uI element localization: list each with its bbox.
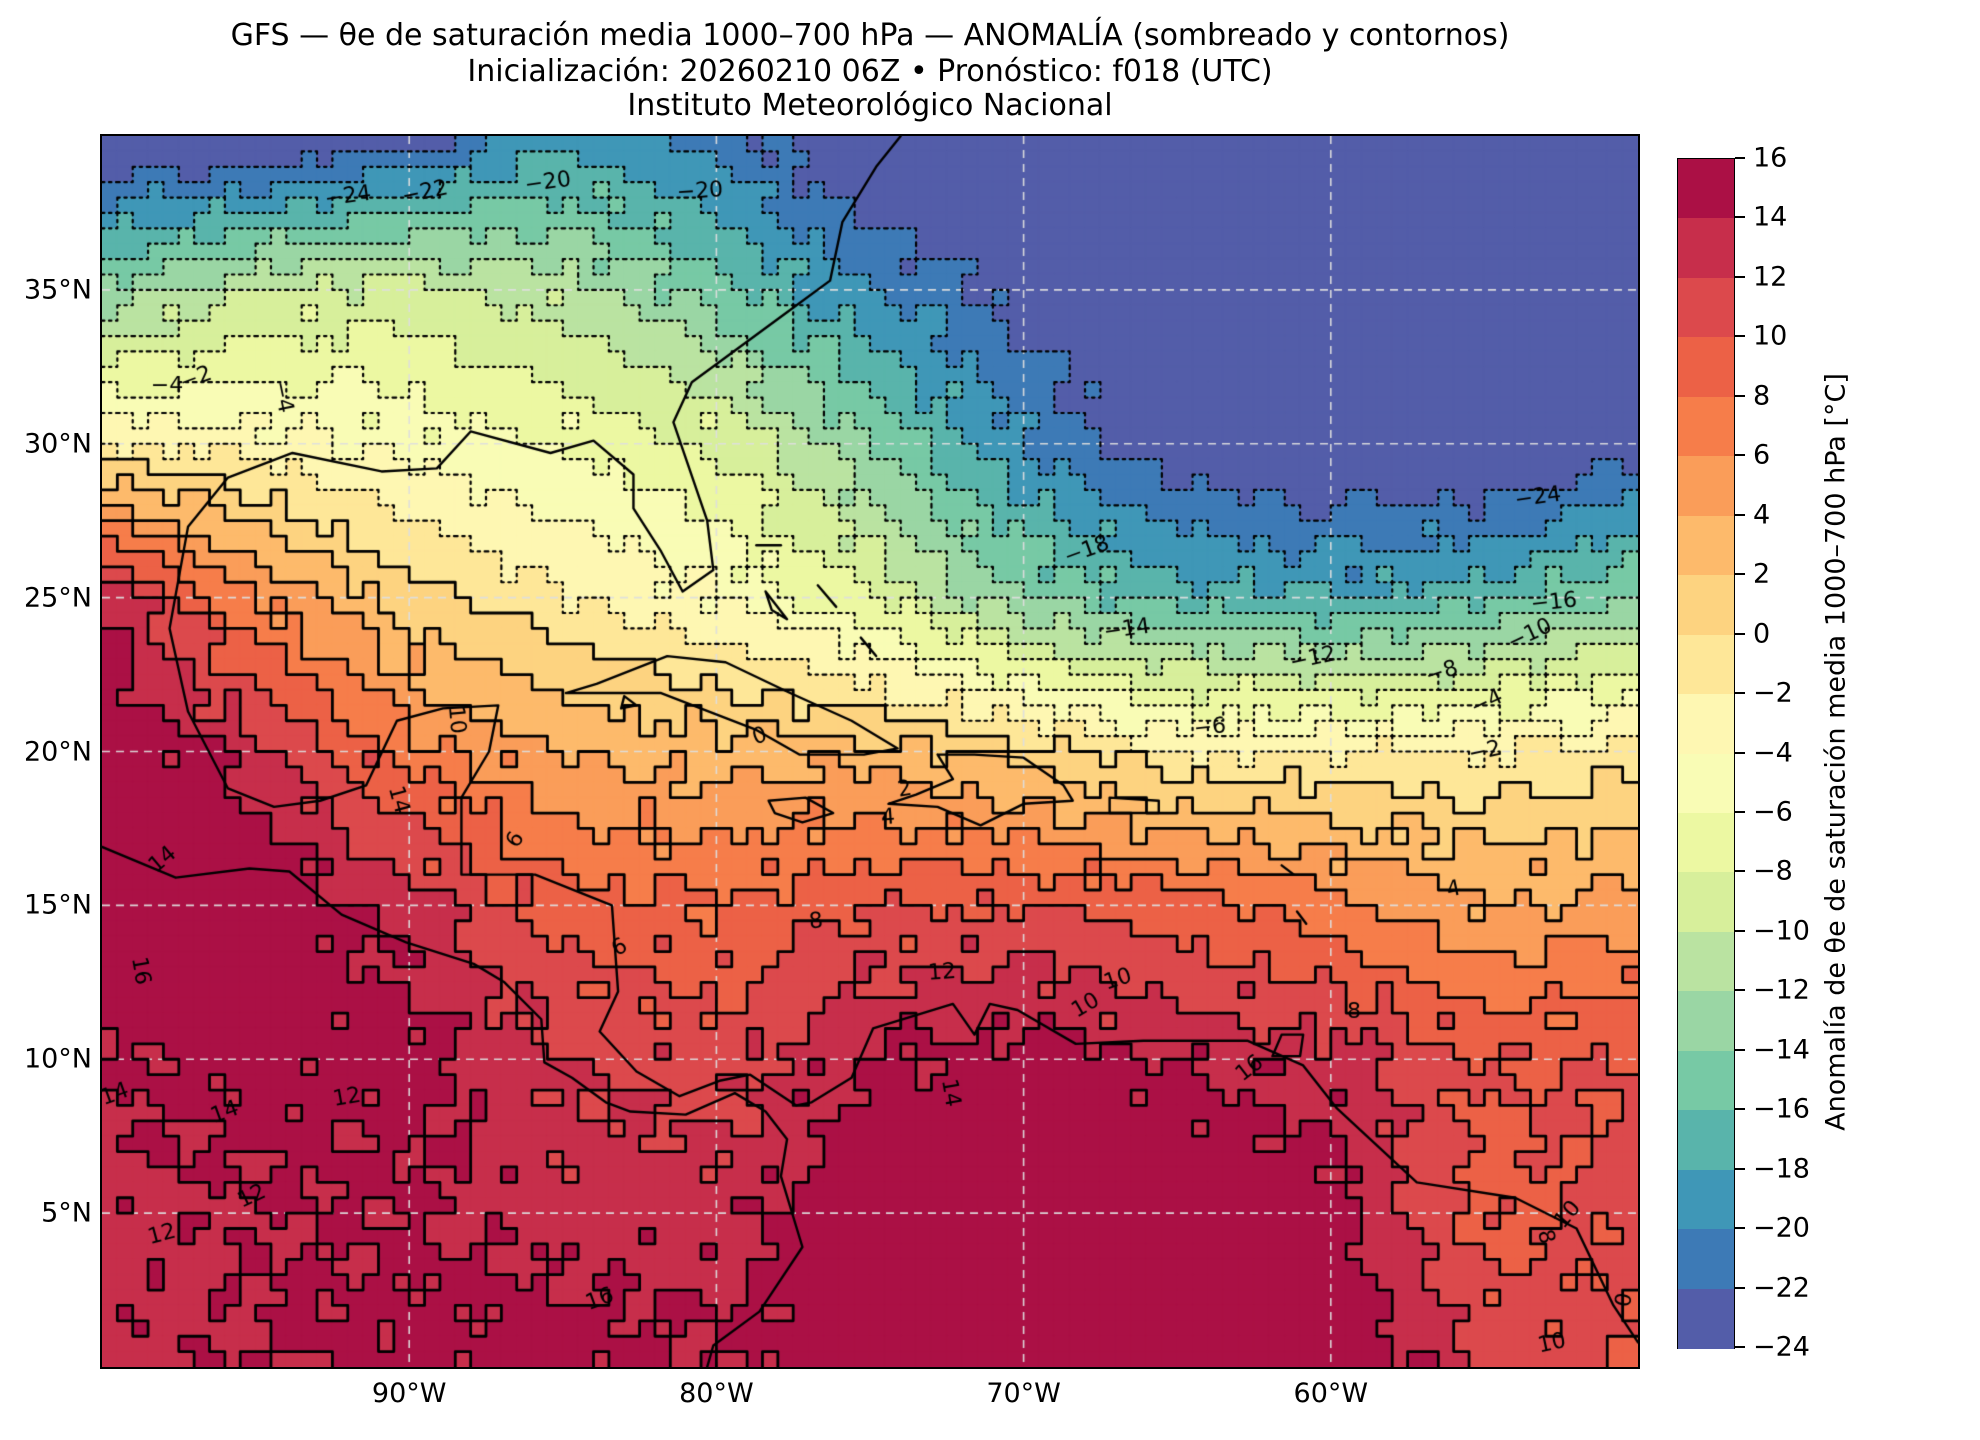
lon-tick-label: 80°W — [679, 1378, 754, 1409]
colorbar-segment — [1678, 159, 1734, 220]
chart-institution: Instituto Meteorológico Nacional — [627, 88, 1113, 123]
map-canvas — [102, 136, 1638, 1367]
lat-tick-label: 15°N — [23, 889, 92, 921]
colorbar-tick — [1735, 394, 1745, 397]
colorbar-segment — [1678, 931, 1734, 992]
colorbar-tick-label: 14 — [1753, 201, 1788, 233]
colorbar-tick — [1735, 692, 1745, 695]
colorbar-tick — [1735, 810, 1745, 813]
colorbar-tick — [1735, 632, 1745, 635]
colorbar-segment — [1678, 575, 1734, 636]
colorbar-tick-label: −2 — [1753, 677, 1793, 709]
colorbar-tick — [1735, 989, 1745, 992]
colorbar-segment — [1678, 1288, 1734, 1349]
colorbar-segment — [1678, 634, 1734, 695]
colorbar-segment — [1678, 1229, 1734, 1290]
lat-tick-label: 35°N — [23, 274, 92, 306]
colorbar-segment — [1678, 872, 1734, 933]
lat-tick-label: 25°N — [23, 582, 92, 614]
colorbar-segment — [1678, 218, 1734, 279]
colorbar-segment — [1678, 337, 1734, 398]
colorbar-tick — [1735, 335, 1745, 338]
colorbar-segment — [1678, 515, 1734, 576]
lon-tick-label: 90°W — [371, 1378, 447, 1409]
colorbar — [1677, 158, 1735, 1349]
colorbar-segment — [1678, 1110, 1734, 1171]
lon-tick-label: 70°W — [986, 1378, 1061, 1409]
colorbar-segment — [1678, 1050, 1734, 1111]
colorbar-tick-label: 12 — [1753, 261, 1788, 293]
colorbar-tick — [1735, 929, 1745, 932]
colorbar-tick-label: −20 — [1753, 1212, 1810, 1244]
lat-tick-label: 20°N — [23, 736, 92, 767]
colorbar-segment — [1678, 396, 1734, 457]
colorbar-tick — [1735, 1346, 1745, 1348]
colorbar-tick — [1735, 157, 1745, 159]
lon-tick-label: 60°W — [1293, 1378, 1369, 1409]
colorbar-tick — [1735, 870, 1745, 873]
colorbar-segment — [1678, 456, 1734, 517]
colorbar-tick — [1735, 1227, 1745, 1230]
colorbar-tick — [1735, 513, 1745, 516]
colorbar-label: Anomalía de θe de saturación media 1000–… — [1820, 373, 1852, 1131]
colorbar-tick-label: −8 — [1753, 855, 1793, 887]
colorbar-tick — [1735, 1048, 1745, 1051]
colorbar-tick-label: 16 — [1753, 142, 1788, 174]
colorbar-tick-label: −6 — [1753, 796, 1793, 828]
colorbar-tick-label: 10 — [1753, 320, 1788, 352]
lat-tick-label: 10°N — [23, 1043, 92, 1075]
colorbar-tick-label: −18 — [1753, 1153, 1810, 1185]
colorbar-tick-label: 6 — [1753, 439, 1771, 471]
colorbar-tick-label: −4 — [1753, 737, 1793, 768]
lat-tick-label: 30°N — [23, 428, 92, 460]
colorbar-tick — [1735, 751, 1745, 754]
colorbar-tick-label: −12 — [1753, 974, 1810, 1006]
colorbar-tick — [1735, 1286, 1745, 1289]
colorbar-segment — [1678, 753, 1734, 814]
colorbar-tick-label: −10 — [1753, 915, 1810, 947]
colorbar-tick-label: −22 — [1753, 1272, 1810, 1304]
colorbar-tick — [1735, 216, 1745, 219]
colorbar-segment — [1678, 694, 1734, 755]
colorbar-tick-label: 2 — [1753, 558, 1771, 590]
colorbar-segment — [1678, 1169, 1734, 1230]
lat-tick-label: 5°N — [41, 1197, 92, 1229]
colorbar-tick — [1735, 275, 1745, 278]
chart-title: GFS — θe de saturación media 1000–700 hP… — [230, 18, 1510, 53]
colorbar-tick-label: 0 — [1753, 618, 1771, 650]
chart-subtitle: Inicialización: 20260210 06Z • Pronóstic… — [467, 54, 1273, 89]
colorbar-segment — [1678, 277, 1734, 338]
colorbar-tick — [1735, 454, 1745, 457]
colorbar-segment — [1678, 812, 1734, 873]
colorbar-tick — [1735, 573, 1745, 576]
colorbar-tick — [1735, 1108, 1745, 1111]
colorbar-tick-label: 4 — [1753, 499, 1771, 531]
colorbar-tick-label: −16 — [1753, 1093, 1810, 1125]
colorbar-tick-label: −24 — [1753, 1331, 1810, 1363]
colorbar-tick-label: 8 — [1753, 380, 1771, 412]
colorbar-segment — [1678, 991, 1734, 1052]
colorbar-tick-label: −14 — [1753, 1034, 1810, 1066]
colorbar-tick — [1735, 1167, 1745, 1170]
map-plot-area — [100, 134, 1640, 1369]
